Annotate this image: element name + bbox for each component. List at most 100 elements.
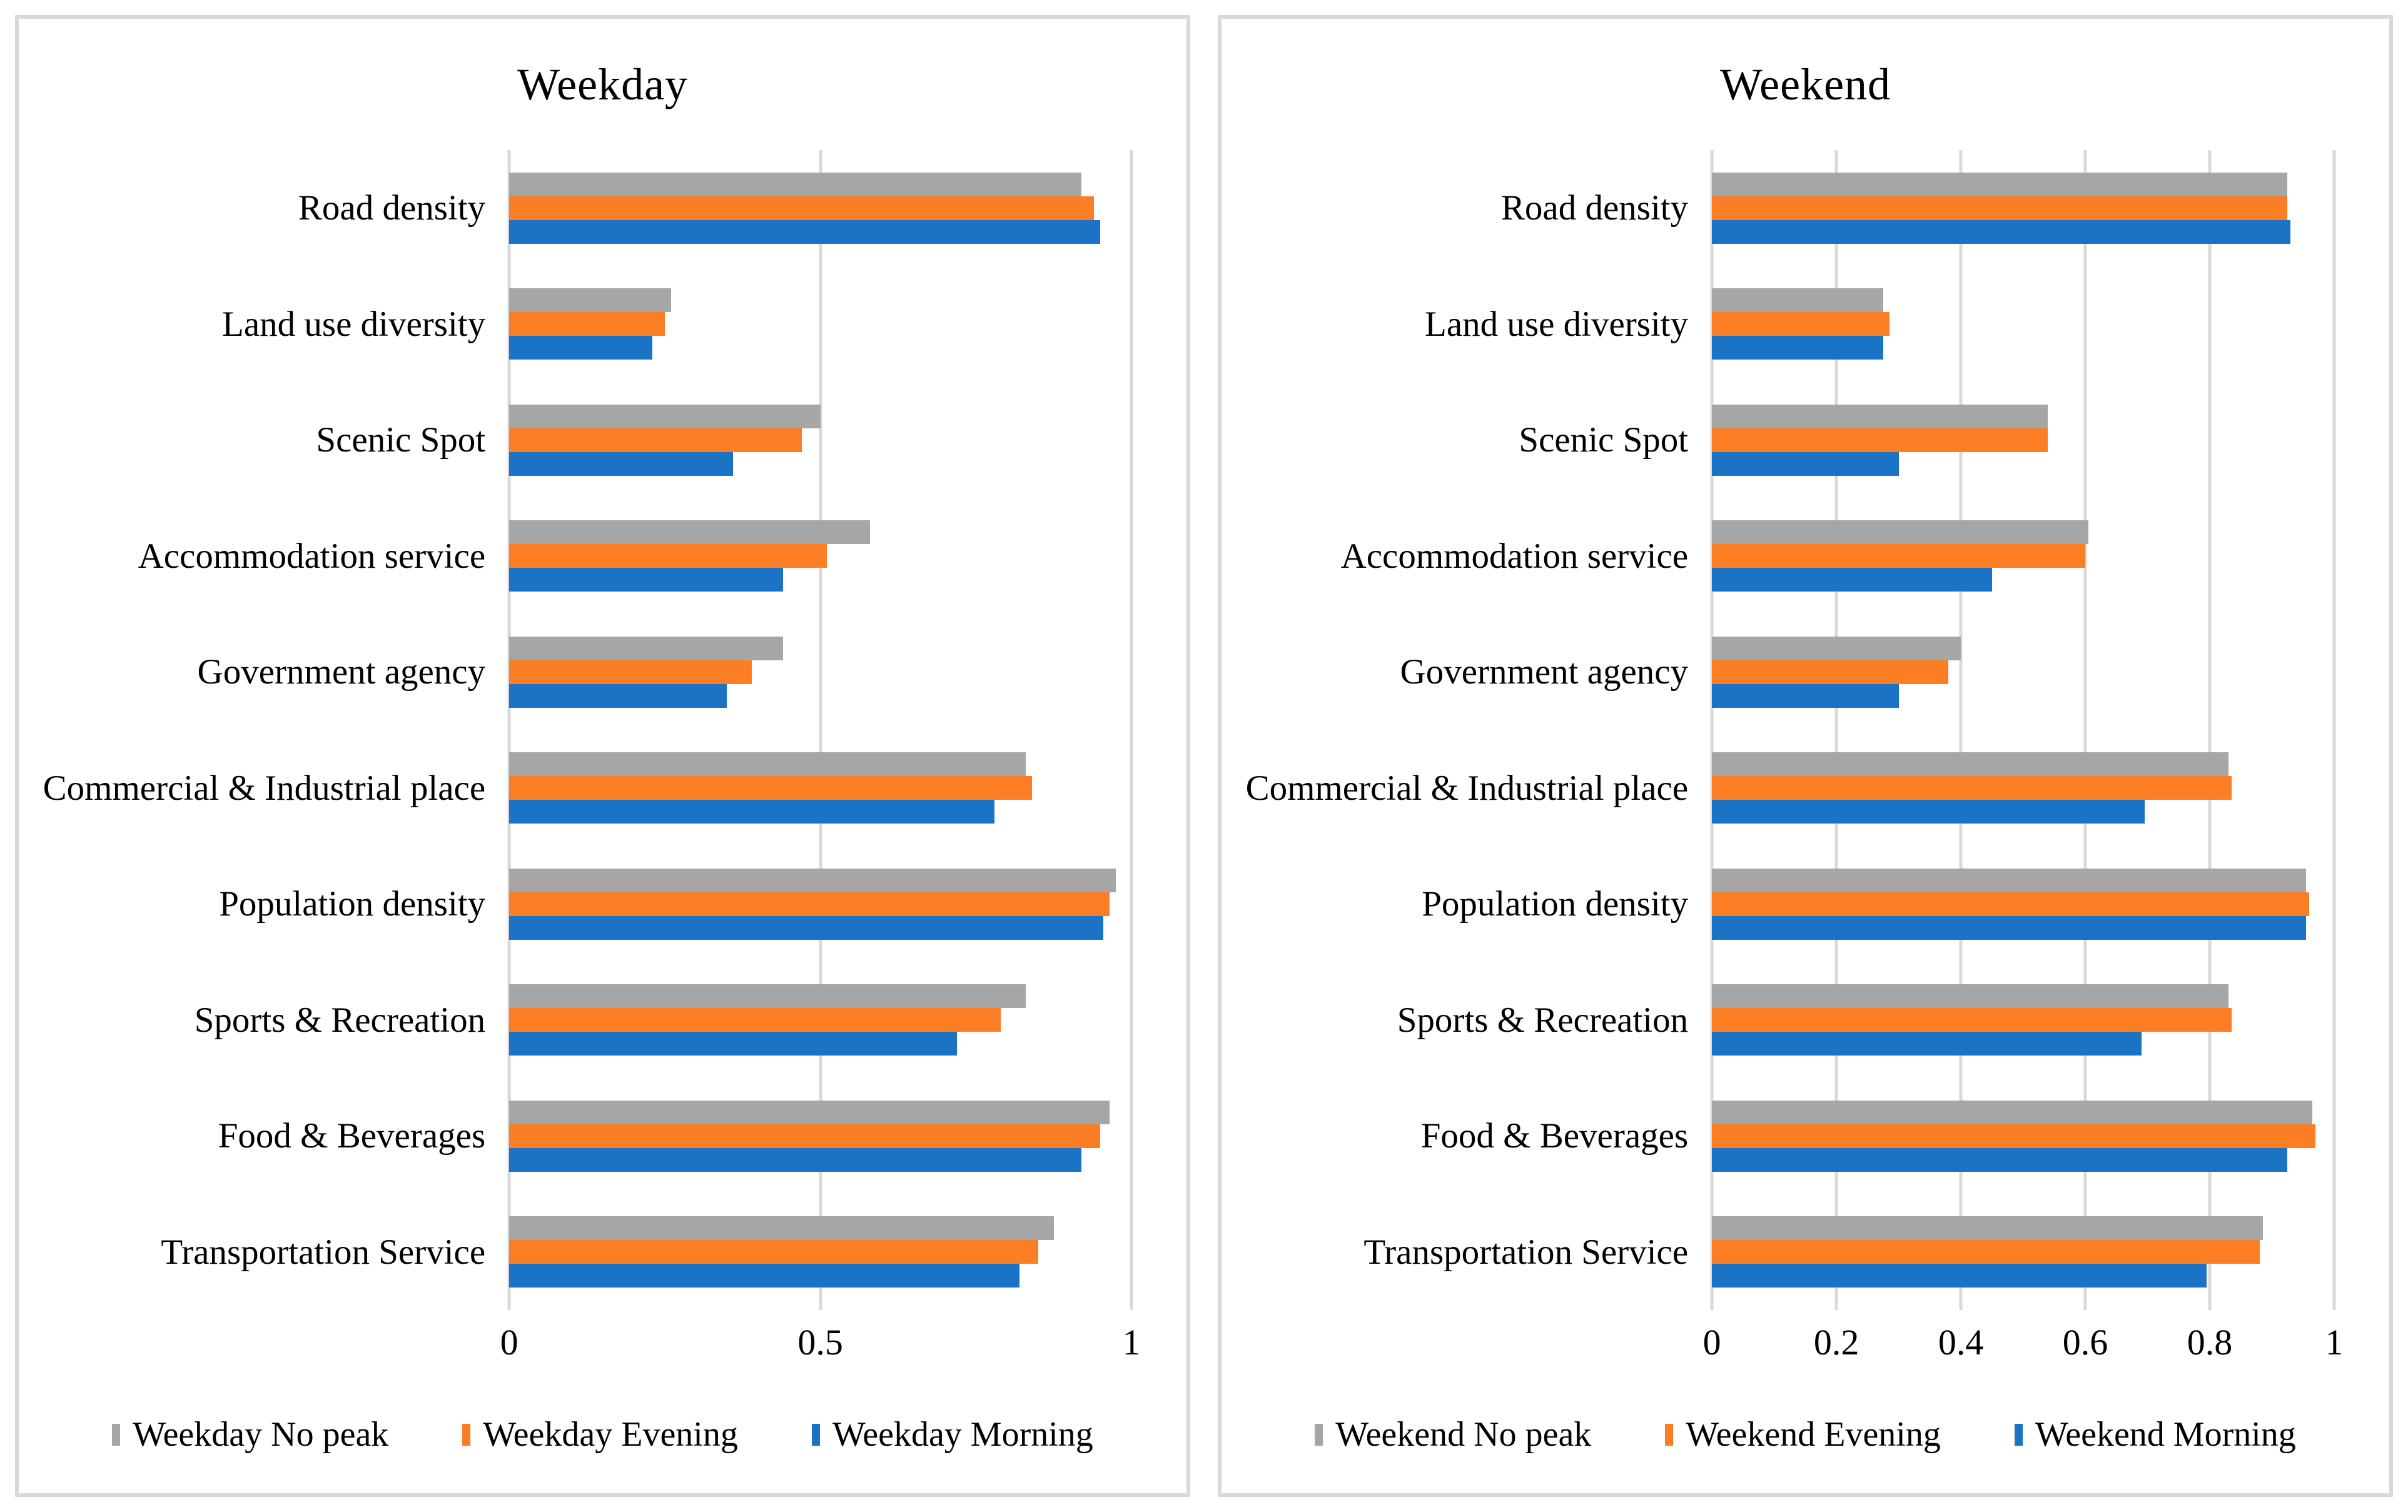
- bar-weekday-morning: [509, 1032, 958, 1056]
- category-label: Transportation Service: [161, 1232, 486, 1272]
- bar-weekday-evening: [509, 544, 827, 568]
- chart-title: Weekend: [1719, 59, 1891, 109]
- bar-group: [1712, 266, 2334, 383]
- x-tick-label: 0.5: [797, 1322, 843, 1363]
- bar-weekday-morning: [509, 1264, 1019, 1288]
- bar-group: [1712, 614, 2334, 730]
- x-axis: 0 0.5 1: [19, 1310, 1186, 1382]
- bar-weekday-morning: [509, 800, 995, 824]
- legend-swatch: [112, 1423, 121, 1446]
- legend-label: Weekday No peak: [133, 1415, 389, 1454]
- bar-weekday-morning: [509, 683, 727, 708]
- category-label: Accommodation service: [1340, 536, 1689, 576]
- category-labels: Road density Land use diversity Scenic Spo…: [19, 150, 509, 1310]
- bar-weekday-evening: [509, 892, 1110, 916]
- bar-weekday-no-peak: [509, 1100, 1110, 1124]
- legend-swatch: [1665, 1423, 1674, 1446]
- chart-body: Road density Land use diversity Scenic Spo…: [19, 150, 1186, 1310]
- category-label: Road density: [298, 188, 486, 228]
- bar-weekend-evening: [1712, 1008, 2232, 1032]
- bar-group: [509, 614, 1131, 730]
- plot-area: [1710, 150, 2336, 1310]
- bar-weekday-evening: [509, 312, 665, 336]
- bar-weekday-evening: [509, 1124, 1101, 1148]
- legend-label: Weekday Evening: [483, 1415, 738, 1454]
- legend-label: Weekend Morning: [2035, 1415, 2296, 1454]
- bar-weekday-morning: [509, 568, 783, 592]
- bar-weekend-morning: [1712, 336, 1883, 360]
- x-tick-label: 0.4: [1938, 1322, 1984, 1363]
- bar-group: [509, 266, 1131, 383]
- category-label: Land use diversity: [222, 304, 486, 344]
- bar-weekend-morning: [1712, 800, 2145, 824]
- bar-weekend-no-peak: [1712, 636, 1961, 660]
- category-label: Government agency: [197, 652, 486, 692]
- bar-weekend-no-peak: [1712, 288, 1883, 313]
- category-label: Commercial & Industrial place: [43, 768, 486, 808]
- legend-item: Weekend No peak: [1315, 1414, 1591, 1454]
- bar-weekday-morning: [509, 336, 652, 360]
- bar-weekend-morning: [1712, 915, 2307, 940]
- bar-weekday-no-peak: [509, 752, 1026, 777]
- category-label: Sports & Recreation: [1397, 1000, 1689, 1040]
- legend-item: Weekday No peak: [112, 1414, 388, 1454]
- x-tick-label: 0.2: [1813, 1322, 1859, 1363]
- category-label: Government agency: [1400, 652, 1689, 692]
- bar-group: [509, 1194, 1131, 1311]
- bar-weekday-evening: [509, 776, 1032, 800]
- x-axis-ticks: 0 0.5 1: [500, 1310, 1141, 1382]
- bar-weekday-evening: [509, 196, 1095, 220]
- legend: Weekday No peak Weekday Evening Weekday Mo…: [19, 1382, 1186, 1487]
- bar-weekend-no-peak: [1712, 1216, 2263, 1241]
- bar-group: [1712, 382, 2334, 498]
- category-label: Population density: [219, 884, 486, 924]
- bar-weekday-evening: [509, 1240, 1038, 1264]
- category-label: Food & Beverages: [1420, 1116, 1689, 1156]
- legend-label: Weekday Morning: [832, 1415, 1093, 1454]
- bar-weekend-morning: [1712, 451, 1899, 476]
- chart-title: Weekday: [517, 59, 689, 109]
- bar-weekday-no-peak: [509, 520, 871, 545]
- bar-weekend-no-peak: [1712, 520, 2089, 545]
- x-axis-spacer: [19, 1310, 509, 1382]
- bar-group: [1712, 150, 2334, 266]
- bar-group: [1712, 1078, 2334, 1194]
- x-tick-label: 0: [500, 1322, 519, 1363]
- gridline: [819, 150, 822, 1310]
- bar-weekday-evening: [509, 660, 752, 684]
- category-label: Land use diversity: [1425, 304, 1689, 344]
- bar-weekend-evening: [1712, 776, 2232, 800]
- bar-weekend-no-peak: [1712, 752, 2228, 777]
- bar-rows: [1712, 150, 2334, 1310]
- chart-body: Road density Land use diversity Scenic Spo…: [1222, 150, 2389, 1310]
- bar-weekend-evening: [1712, 312, 1889, 336]
- bar-group: [509, 962, 1131, 1079]
- gridline: [1710, 150, 1714, 1310]
- x-tick-label: 1: [2325, 1322, 2344, 1363]
- category-label: Sports & Recreation: [194, 1000, 486, 1040]
- legend-item: Weekday Evening: [462, 1414, 738, 1454]
- bar-group: [509, 498, 1131, 615]
- legend-item: Weekend Morning: [2014, 1414, 2296, 1454]
- x-axis: 0 0.2 0.4 0.6 0.8 1: [1222, 1310, 2389, 1382]
- bar-weekend-evening: [1712, 892, 2310, 916]
- bar-weekend-morning: [1712, 683, 1899, 708]
- category-label: Population density: [1422, 884, 1689, 924]
- bar-weekday-no-peak: [509, 172, 1082, 196]
- bar-weekend-no-peak: [1712, 404, 2048, 428]
- bar-weekday-evening: [509, 1008, 1001, 1032]
- bar-weekend-morning: [1712, 1147, 2288, 1172]
- legend-item: Weekend Evening: [1665, 1414, 1941, 1454]
- bar-weekend-morning: [1712, 1264, 2207, 1288]
- legend-swatch: [2014, 1423, 2023, 1446]
- bar-group: [509, 730, 1131, 847]
- bar-group: [509, 382, 1131, 498]
- legend-swatch: [811, 1423, 820, 1446]
- bar-group: [1712, 730, 2334, 847]
- category-label: Scenic Spot: [316, 420, 486, 460]
- weekend-chart-panel: Weekend Road density Land use diversity Sc…: [1218, 15, 2393, 1497]
- gridline: [1834, 150, 1838, 1310]
- bar-weekend-evening: [1712, 660, 1949, 684]
- legend-label: Weekend No peak: [1335, 1415, 1592, 1454]
- category-label: Commercial & Industrial place: [1245, 768, 1689, 808]
